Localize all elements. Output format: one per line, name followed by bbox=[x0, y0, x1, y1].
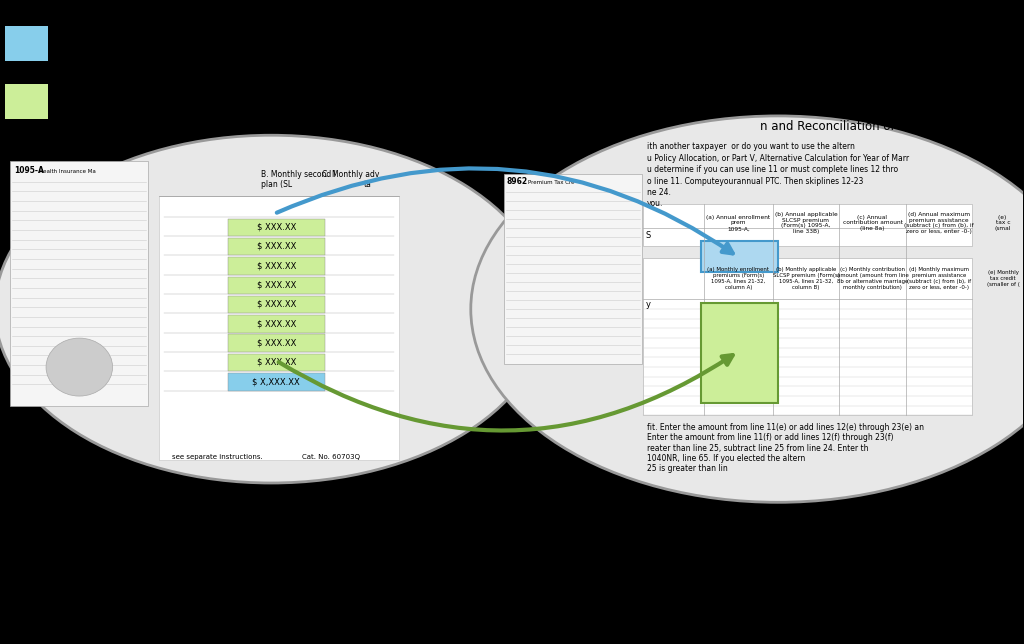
FancyBboxPatch shape bbox=[227, 238, 325, 255]
FancyBboxPatch shape bbox=[643, 204, 972, 246]
FancyBboxPatch shape bbox=[5, 26, 48, 61]
FancyBboxPatch shape bbox=[227, 296, 325, 313]
FancyBboxPatch shape bbox=[504, 174, 642, 364]
Text: $ XXX.XX: $ XXX.XX bbox=[257, 319, 296, 328]
Text: reater than line 25, subtract line 25 from line 24. Enter th: reater than line 25, subtract line 25 fr… bbox=[647, 444, 868, 453]
Text: $ XXX.XX: $ XXX.XX bbox=[257, 281, 296, 290]
FancyBboxPatch shape bbox=[10, 161, 148, 406]
Text: $ XXX.XX: $ XXX.XX bbox=[257, 261, 296, 270]
Text: fit. Enter the amount from line 11(e) or add lines 12(e) through 23(e) an: fit. Enter the amount from line 11(e) or… bbox=[647, 423, 924, 432]
Text: $ XXX.XX: $ XXX.XX bbox=[257, 339, 296, 348]
FancyBboxPatch shape bbox=[5, 84, 48, 119]
Text: 1040NR, line 65. If you elected the altern: 1040NR, line 65. If you elected the alte… bbox=[647, 454, 805, 463]
Text: C. Monthly adv: C. Monthly adv bbox=[323, 170, 380, 179]
FancyBboxPatch shape bbox=[159, 196, 399, 460]
FancyBboxPatch shape bbox=[227, 218, 325, 236]
FancyBboxPatch shape bbox=[227, 257, 325, 274]
Text: (c) Annual
contribution amount
(line 8a): (c) Annual contribution amount (line 8a) bbox=[843, 214, 902, 231]
Text: 25 is greater than lin: 25 is greater than lin bbox=[647, 464, 728, 473]
Text: 8962: 8962 bbox=[507, 176, 527, 185]
Text: you.: you. bbox=[647, 199, 664, 208]
Text: (a) Monthly enrollment
premiums (Form(s)
1095-A, lines 21-32,
column A): (a) Monthly enrollment premiums (Form(s)… bbox=[708, 267, 769, 290]
Text: n and Reconciliation of Adva: n and Reconciliation of Adva bbox=[761, 120, 929, 133]
Text: ith another taxpayer  or do you want to use the altern: ith another taxpayer or do you want to u… bbox=[647, 142, 855, 151]
Text: S: S bbox=[646, 231, 651, 240]
Text: y: y bbox=[646, 300, 651, 309]
Text: (c) Monthly contribution
amount (amount from line
8b or alternative marriage
mon: (c) Monthly contribution amount (amount … bbox=[837, 267, 908, 290]
FancyBboxPatch shape bbox=[227, 354, 325, 371]
Text: $ XXX.XX: $ XXX.XX bbox=[257, 358, 296, 367]
Text: Premium Tax Cre: Premium Tax Cre bbox=[528, 180, 574, 185]
Text: (e) Monthly
tax credit
(smaller of (: (e) Monthly tax credit (smaller of ( bbox=[986, 270, 1020, 287]
Text: $ XXX.XX: $ XXX.XX bbox=[257, 223, 296, 232]
Text: Cat. No. 60703Q: Cat. No. 60703Q bbox=[302, 453, 359, 460]
Text: $ XXX.XX: $ XXX.XX bbox=[257, 300, 296, 309]
Text: u determine if you can use line 11 or must complete lines 12 thro: u determine if you can use line 11 or mu… bbox=[647, 165, 898, 174]
Text: o line 11. Computeyourannual PTC. Then skiplines 12-23: o line 11. Computeyourannual PTC. Then s… bbox=[647, 176, 863, 185]
Text: (e) 
tax c
(smal: (e) tax c (smal bbox=[994, 214, 1011, 231]
FancyBboxPatch shape bbox=[227, 334, 325, 352]
FancyBboxPatch shape bbox=[701, 241, 778, 272]
Text: 1095-A: 1095-A bbox=[14, 166, 44, 175]
FancyBboxPatch shape bbox=[227, 276, 325, 294]
Text: (b) Annual applicable
SLCSP premium
(Form(s) 1095-A,
line 33B): (b) Annual applicable SLCSP premium (For… bbox=[774, 212, 838, 234]
Text: (a) Annual enrollment
prem
1095-A,: (a) Annual enrollment prem 1095-A, bbox=[707, 214, 770, 231]
Text: Health Insurance Ma: Health Insurance Ma bbox=[39, 169, 96, 174]
Text: ta: ta bbox=[364, 180, 371, 189]
Text: (b) Monthly applicable
SLCSP premium (Form(s)
1095-A, lines 21-32,
column B): (b) Monthly applicable SLCSP premium (Fo… bbox=[772, 267, 840, 290]
Text: B. Monthly second l: B. Monthly second l bbox=[261, 170, 336, 179]
Text: (d) Monthly maximum
premium assistance
(subtract (c) from (b), if
zero or less, : (d) Monthly maximum premium assistance (… bbox=[907, 267, 971, 290]
Text: $ X,XXX.XX: $ X,XXX.XX bbox=[253, 377, 300, 386]
Circle shape bbox=[0, 135, 548, 483]
Text: (d) Annual maximum
premium assistance
(subtract (c) from (b), if
zero or less, e: (d) Annual maximum premium assistance (s… bbox=[904, 212, 974, 234]
Text: see separate instructions.: see separate instructions. bbox=[172, 453, 263, 460]
FancyBboxPatch shape bbox=[643, 258, 972, 415]
Text: plan (SL: plan (SL bbox=[261, 180, 292, 189]
Text: ne 24.: ne 24. bbox=[647, 188, 671, 197]
FancyBboxPatch shape bbox=[701, 303, 778, 402]
FancyBboxPatch shape bbox=[227, 315, 325, 332]
Text: $ XXX.XX: $ XXX.XX bbox=[257, 242, 296, 251]
Text: u Policy Allocation, or Part V, Alternative Calculation for Year of Marr: u Policy Allocation, or Part V, Alternat… bbox=[647, 154, 909, 163]
Circle shape bbox=[471, 116, 1024, 502]
FancyBboxPatch shape bbox=[227, 373, 325, 390]
Ellipse shape bbox=[46, 338, 113, 396]
Text: Enter the amount from line 11(f) or add lines 12(f) through 23(f): Enter the amount from line 11(f) or add … bbox=[647, 433, 893, 442]
